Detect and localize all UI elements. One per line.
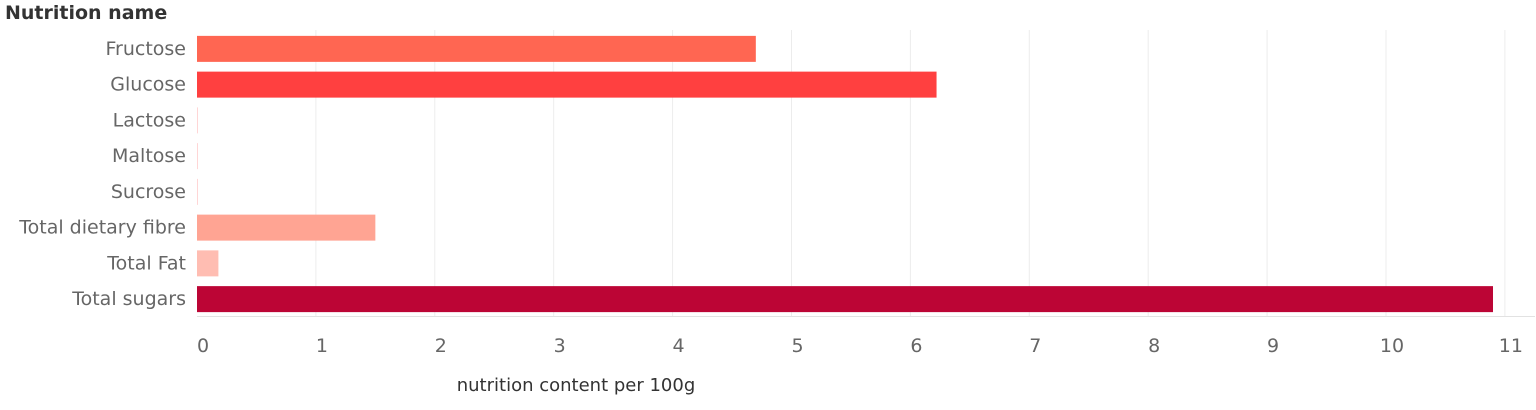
category-label-total-sugars: Total sugars: [71, 288, 186, 310]
x-tick-11: 11: [1499, 335, 1523, 357]
x-axis-title: nutrition content per 100g: [456, 375, 696, 396]
x-tick-labels: 0 1 2 3 4 5 6 7 8 9 10 11: [197, 335, 1523, 357]
y-axis-title: Nutrition name: [5, 2, 168, 24]
category-label-glucose: Glucose: [110, 74, 186, 96]
bar-sucrose: [197, 178, 198, 205]
x-tick-1: 1: [316, 335, 328, 357]
bars: [197, 35, 1493, 313]
x-tick-4: 4: [673, 335, 685, 357]
category-label-total-fat: Total Fat: [106, 252, 186, 274]
category-label-lactose: Lactose: [113, 109, 186, 131]
category-label-maltose: Maltose: [112, 145, 186, 167]
x-tick-5: 5: [791, 335, 803, 357]
category-label-total-dietary-fibre: Total dietary fibre: [18, 217, 186, 239]
bar-lactose: [197, 107, 198, 134]
bar-total-sugars: [197, 286, 1493, 313]
category-label-fructose: Fructose: [105, 38, 186, 60]
bar-glucose: [197, 71, 937, 98]
x-tick-6: 6: [910, 335, 922, 357]
category-label-sucrose: Sucrose: [111, 181, 186, 203]
x-tick-10: 10: [1380, 335, 1404, 357]
grid-lines: [197, 30, 1535, 317]
x-tick-0: 0: [197, 335, 209, 357]
bar-fructose: [197, 35, 756, 62]
x-tick-9: 9: [1267, 335, 1279, 357]
x-tick-8: 8: [1148, 335, 1160, 357]
bar-total-fat: [197, 250, 219, 277]
x-tick-2: 2: [435, 335, 447, 357]
category-labels: Fructose Glucose Lactose Maltose Sucrose Tota…: [18, 38, 186, 310]
x-tick-3: 3: [554, 335, 566, 357]
bar-total-dietary-fibre: [197, 214, 376, 241]
x-tick-7: 7: [1029, 335, 1041, 357]
bar-maltose: [197, 143, 198, 170]
